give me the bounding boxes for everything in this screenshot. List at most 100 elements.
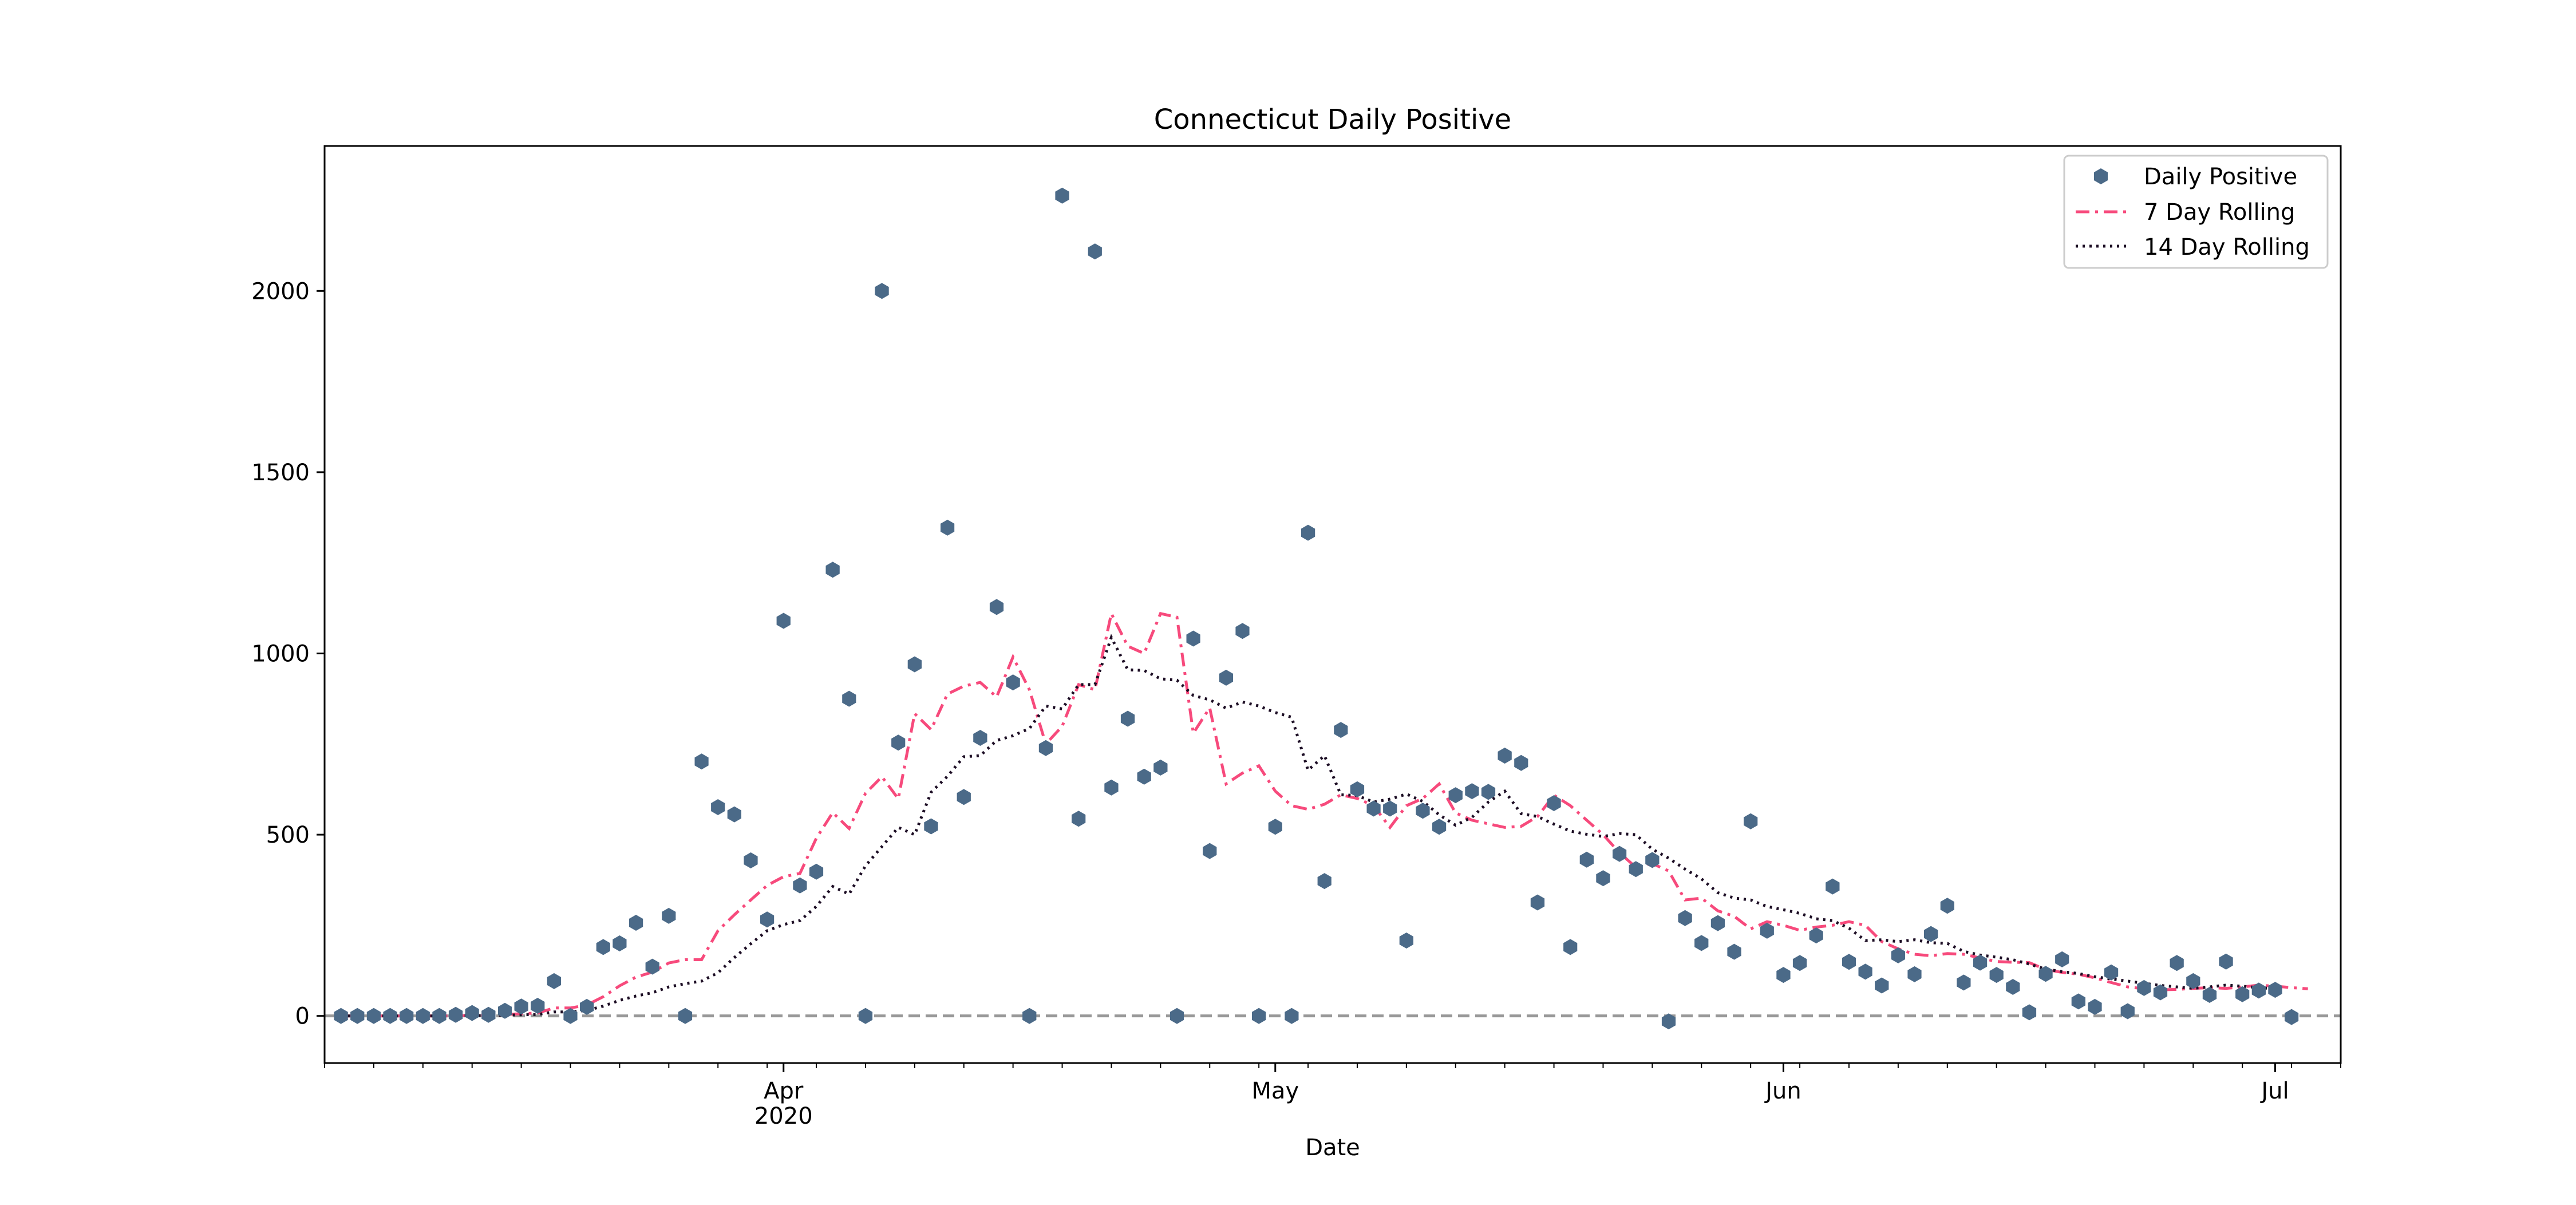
daily-positive-point [1235,623,1250,639]
daily-positive-point [1858,963,1872,980]
daily-positive-point [727,806,741,823]
daily-positive-point [1563,939,1578,955]
daily-positive-point [1219,669,1233,686]
daily-positive-point [776,613,791,629]
daily-positive-point [563,1008,578,1024]
y-tick-label: 500 [266,822,310,848]
daily-positive-point [1383,800,1397,817]
daily-positive-point [1252,1008,1266,1024]
daily-positive-point [858,1008,873,1024]
daily-positive-point [629,915,643,931]
daily-positive-point [1629,861,1643,878]
daily-positive-point [596,939,610,955]
x-tick-label: Jun [1764,1078,1801,1104]
daily-positive-point [1710,915,1725,931]
daily-positive-point [875,283,889,299]
daily-positive-point [1498,748,1512,764]
daily-positive-point [497,1002,512,1019]
plot-area-frame [323,145,2342,1064]
daily-positive-point [1317,873,1332,890]
x-tick-label: May [1251,1078,1299,1104]
x-tick-sublabel: 2020 [754,1103,813,1129]
daily-positive-point [1530,894,1545,911]
daily-positive-point [973,730,987,746]
daily-positive-point [1038,740,1053,756]
daily-positive-point [2120,1003,2135,1020]
daily-positive-point [924,818,938,835]
legend-label-daily-positive: Daily Positive [2144,164,2297,190]
daily-positive-point [514,998,528,1015]
daily-positive-point [465,1005,479,1021]
daily-positive-point [1399,933,1413,949]
daily-positive-point [531,998,545,1014]
daily-positive-point [432,1008,447,1024]
daily-positive-point [1694,935,1709,951]
daily-positive-point [1481,784,1496,800]
daily-positive-point [1809,927,1823,944]
daily-positive-point [1776,967,1791,983]
daily-positive-point [1072,811,1086,827]
daily-positive-point [1104,779,1119,796]
daily-positive-point [383,1008,397,1024]
x-tick-label: Jul [2259,1078,2289,1104]
daily-positive-point [1661,1013,1676,1030]
daily-positive-point [1547,795,1561,811]
daily-positive-point [744,852,758,868]
daily-positive-point [1514,754,1528,771]
daily-positive-point [2170,955,2184,971]
daily-positive-point [2022,1004,2037,1021]
daily-positive-point [1875,977,1889,994]
x-axis-label: Date [1305,1135,1360,1161]
daily-positive-point [907,656,922,673]
daily-positive-point [694,753,709,770]
daily-positive-point [1416,803,1430,819]
daily-positive-point [1678,910,1692,926]
daily-positive-point [1727,943,1741,960]
daily-positive-point [1645,852,1660,868]
daily-positive-point [1268,819,1282,835]
daily-positive-point [1792,955,1807,971]
daily-positive-point [1744,813,1758,829]
daily-positive-point [580,998,594,1015]
daily-positive-point [481,1006,496,1023]
daily-positive-point [1432,819,1447,835]
chart-title: Connecticut Daily Positive [1154,104,1511,136]
daily-positive-point [334,1008,348,1024]
daily-positive-point [2251,982,2266,999]
daily-positive-point [793,877,807,894]
daily-positive-point [1088,243,1102,260]
y-tick-label: 0 [295,1003,310,1030]
daily-positive-point [1285,1008,1299,1024]
daily-positive-point [1760,922,1774,939]
daily-positive-point [1055,187,1069,204]
legend-label-rolling-14: 14 Day Rolling [2144,234,2310,260]
daily-positive-point [711,799,725,815]
daily-positive-series [334,187,2299,1030]
daily-positive-point [448,1006,463,1023]
daily-positive-point [1579,851,1594,868]
daily-positive-point [2219,953,2233,970]
daily-positive-point [2055,951,2069,967]
daily-positive-point [2268,982,2282,998]
daily-positive-point [2088,998,2102,1015]
daily-positive-point [825,562,840,578]
daily-positive-point [1613,846,1627,862]
daily-positive-point [1465,783,1479,800]
daily-positive-point [2186,973,2200,989]
y-axis-ticks: 0 500 1000 1500 2000 [251,278,325,1030]
daily-positive-point [2153,984,2168,1001]
daily-positive-point [1924,926,1938,942]
daily-positive-point [2285,1009,2299,1025]
daily-positive-point [1203,843,1217,859]
y-tick-label: 2000 [251,278,310,305]
daily-positive-point [2071,993,2085,1010]
daily-positive-point [957,789,971,805]
legend-box [2063,155,2329,269]
daily-positive-point [1153,759,1168,776]
daily-positive-point [1891,947,1905,963]
daily-positive-point [1989,967,2004,983]
daily-positive-point [1596,870,1610,887]
